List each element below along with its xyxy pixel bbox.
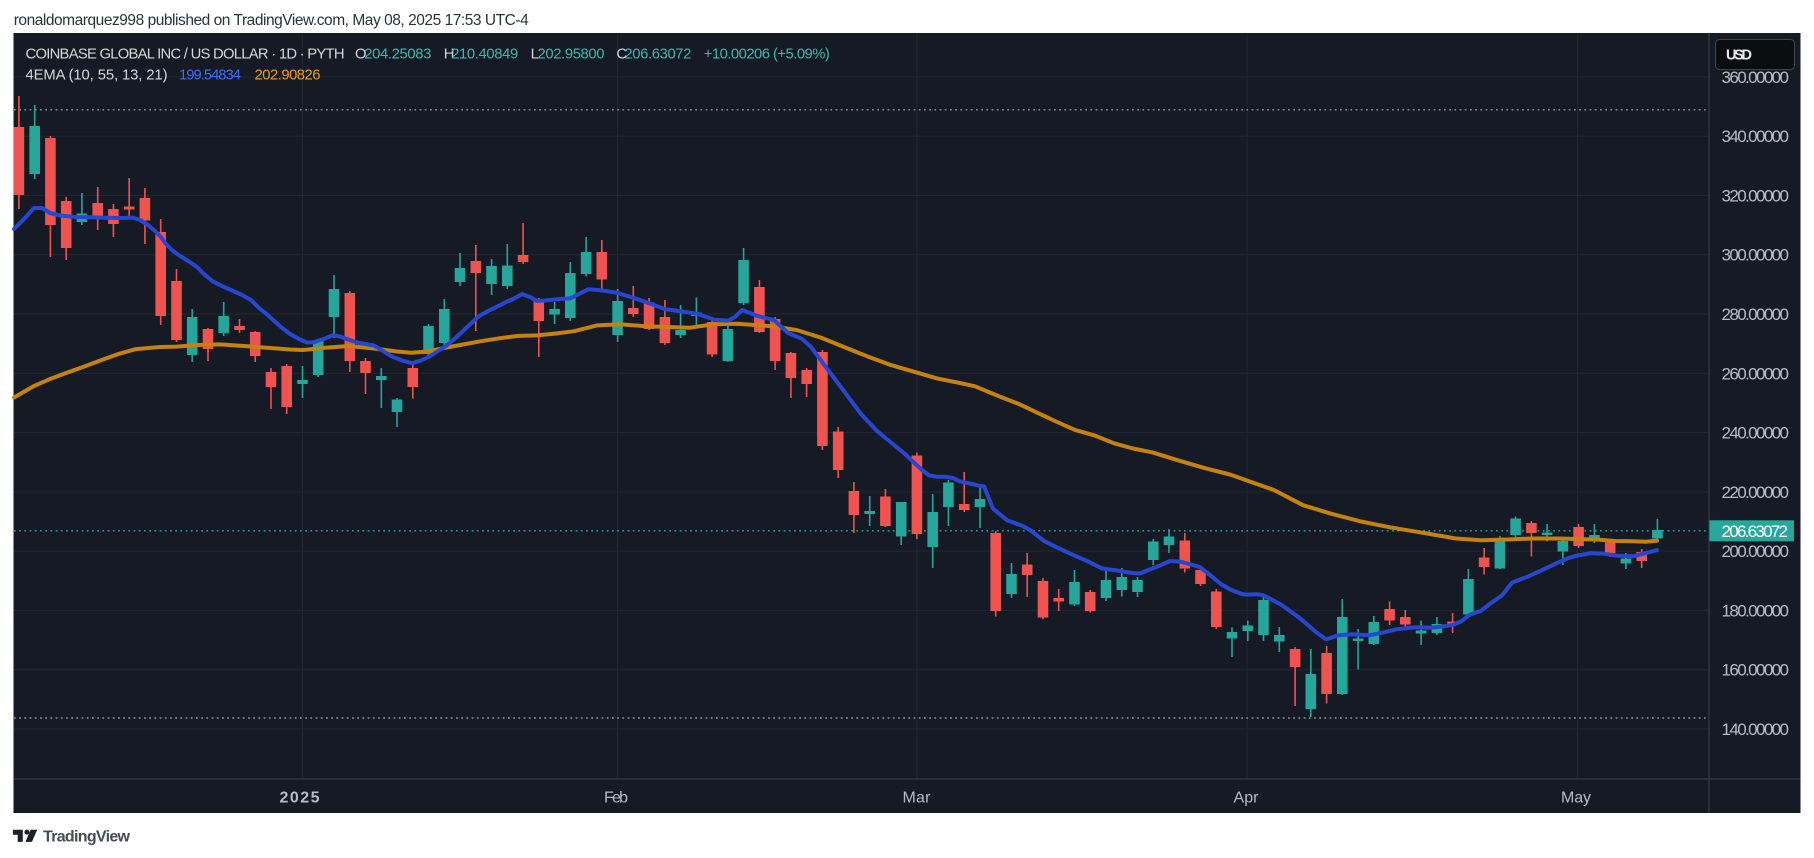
svg-text:C: C: [616, 47, 627, 63]
svg-text:4EMA (10, 55, 13, 21): 4EMA (10, 55, 13, 21): [26, 68, 168, 84]
svg-text:Apr: Apr: [1234, 790, 1260, 807]
svg-text:Mar: Mar: [903, 790, 932, 807]
svg-text:L: L: [531, 47, 539, 63]
svg-text:H: H: [444, 47, 455, 63]
svg-text:300.00000: 300.00000: [1722, 246, 1790, 265]
svg-text:260.00000: 260.00000: [1722, 364, 1790, 383]
svg-text:COINBASE GLOBAL INC / US DOLLA: COINBASE GLOBAL INC / US DOLLAR · 1D · P…: [26, 47, 345, 63]
svg-text:USD: USD: [1726, 48, 1752, 64]
svg-text:+10.00206 (+5.09%): +10.00206 (+5.09%): [704, 47, 830, 63]
svg-text:360.00000: 360.00000: [1722, 68, 1790, 87]
svg-text:206.63072: 206.63072: [1722, 522, 1789, 541]
svg-text:160.00000: 160.00000: [1722, 661, 1790, 680]
svg-text:May: May: [1561, 790, 1591, 807]
svg-text:210.40849: 210.40849: [451, 47, 518, 63]
svg-text:O: O: [355, 47, 367, 63]
svg-text:TradingView: TradingView: [43, 829, 131, 846]
svg-text:280.00000: 280.00000: [1722, 305, 1790, 324]
svg-text:220.00000: 220.00000: [1722, 483, 1790, 502]
svg-text:340.00000: 340.00000: [1722, 127, 1790, 146]
svg-text:202.95800: 202.95800: [538, 47, 605, 63]
svg-text:240.00000: 240.00000: [1722, 424, 1790, 443]
svg-text:204.25083: 204.25083: [364, 47, 431, 63]
svg-text:206.63072: 206.63072: [624, 47, 691, 63]
svg-text:202.90826: 202.90826: [255, 68, 321, 84]
svg-text:320.00000: 320.00000: [1722, 187, 1790, 206]
svg-text:199.54834: 199.54834: [179, 68, 241, 84]
svg-text:2025: 2025: [280, 790, 320, 807]
svg-text:180.00000: 180.00000: [1722, 601, 1790, 620]
svg-text:140.00000: 140.00000: [1722, 720, 1790, 739]
svg-text:200.00000: 200.00000: [1722, 542, 1790, 561]
svg-text:Feb: Feb: [604, 790, 628, 807]
svg-text:ronaldomarquez998 published on: ronaldomarquez998 published on TradingVi…: [14, 12, 529, 29]
